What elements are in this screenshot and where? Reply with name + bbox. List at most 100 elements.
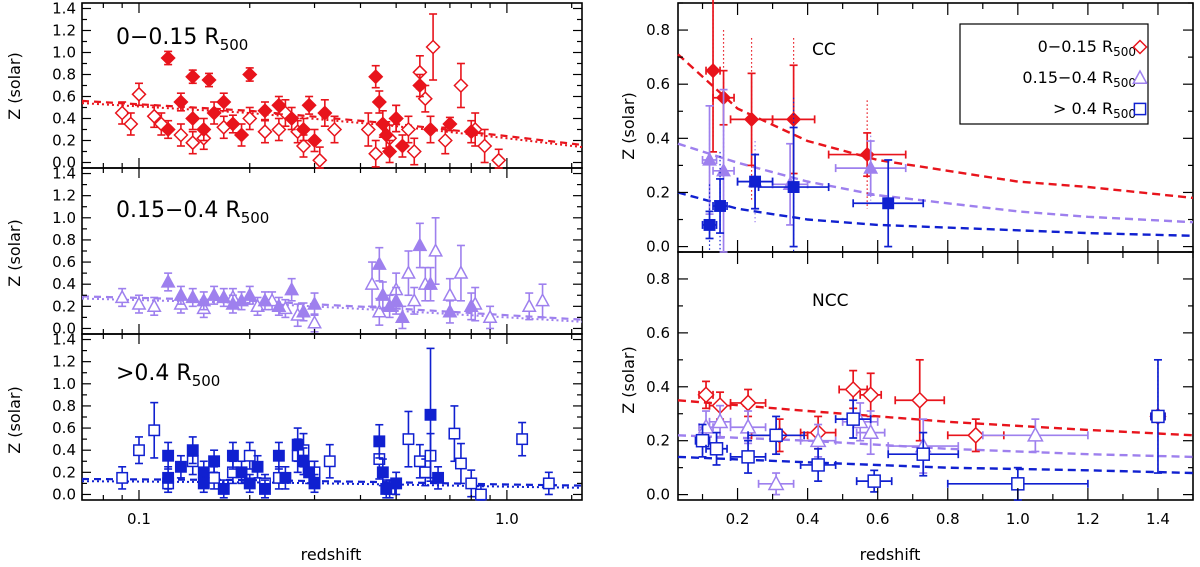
data-point-filled (271, 298, 287, 312)
data-point-open (809, 431, 827, 448)
data-point-open (769, 428, 783, 443)
data-point-filled (284, 281, 300, 296)
data-point-filled (375, 116, 391, 132)
data-point-filled (226, 449, 239, 462)
data-point-filled (185, 69, 201, 85)
data-point-filled (394, 138, 410, 154)
trend-line-dotted (81, 102, 583, 149)
data-point-filled (463, 298, 479, 312)
data-point-open (453, 77, 469, 94)
y-tick-label: 1.2 (52, 353, 76, 371)
data-point-filled (242, 66, 258, 83)
data-point-open (491, 152, 507, 168)
data-point-open (368, 146, 384, 162)
panel-label-ncc: NCC (812, 291, 848, 311)
x-tick-label: 0.6 (866, 510, 890, 528)
data-point-filled (378, 127, 394, 143)
data-point-filled (371, 256, 387, 270)
data-point-filled (243, 477, 256, 490)
data-point-filled (882, 197, 895, 210)
data-point-open (425, 39, 441, 55)
data-point-open (448, 427, 461, 440)
data-point-filled (279, 471, 292, 484)
data-point-filled (442, 116, 458, 132)
data-point-open (131, 86, 147, 102)
data-point-filled (216, 94, 232, 110)
data-point-filled (296, 303, 311, 318)
legend-box (959, 23, 1149, 125)
left-y-axis-label-bottom: Z (solar) (5, 386, 24, 453)
data-point-open (133, 444, 145, 457)
legend-entry-mid: 0.15−0.4 R500 (1022, 68, 1136, 90)
y-tick-label: 0.8 (52, 397, 76, 415)
data-point-open (454, 457, 467, 470)
data-point-open (741, 450, 755, 464)
data-point-open (916, 447, 930, 461)
data-point-open (437, 132, 453, 149)
data-point-filled (423, 276, 438, 290)
data-point-open (967, 426, 985, 444)
legend-entry-inner: 0−0.15 R500 (1038, 37, 1136, 59)
y-tick-label: 0.0 (52, 154, 76, 172)
data-point-filled (388, 292, 404, 307)
data-point-open (295, 138, 312, 154)
y-tick-label: 0.0 (52, 485, 76, 503)
right-y-axis-label-bottom: Z (solar) (619, 346, 638, 413)
trend-line-2 (677, 455, 1194, 475)
right-panel-2-frame (677, 251, 1194, 501)
y-tick-label: 0.6 (646, 324, 670, 342)
left-x-axis-label: redshift (301, 545, 362, 564)
data-point-open (482, 309, 498, 324)
data-point-open (114, 289, 130, 304)
data-point-filled (242, 287, 258, 301)
data-point-filled (162, 449, 175, 462)
data-point-filled (424, 408, 437, 421)
y-tick-label: 0.8 (646, 21, 670, 39)
data-point-filled (432, 471, 445, 484)
y-tick-label: 0.6 (52, 88, 76, 106)
data-point-filled (291, 438, 304, 451)
y-tick-label: 0.8 (52, 66, 76, 84)
data-point-filled (257, 103, 273, 119)
data-point-open (360, 121, 376, 138)
legend-markers (1132, 39, 1148, 116)
data-point-filled (376, 466, 389, 479)
data-point-open (1151, 409, 1165, 424)
data-point-filled (380, 482, 393, 495)
data-point-open (739, 394, 757, 412)
legend: 0−0.15 R500 0.15−0.4 R500 > 0.4 R500 (959, 23, 1149, 125)
data-point-filled (173, 94, 189, 110)
data-point-filled (787, 181, 800, 193)
data-point-open (542, 477, 555, 490)
left-panel-3-marks (81, 347, 583, 501)
data-point-filled (160, 50, 176, 66)
x-tick-label: 0.2 (726, 510, 750, 528)
y-tick-label: 0.4 (646, 378, 670, 396)
trend-line-2 (677, 191, 1194, 237)
data-point-filled (382, 143, 398, 160)
y-tick-label: 0.0 (646, 238, 670, 256)
y-tick-label: 0.4 (52, 275, 76, 293)
data-point-filled (174, 460, 187, 473)
y-tick-label: 0.2 (52, 132, 76, 150)
left-y-axis-label-middle: Z (solar) (5, 219, 24, 286)
x-tick-label: 1.0 (1006, 510, 1030, 528)
data-point-open (326, 121, 343, 138)
plot-marks (81, 0, 1194, 501)
data-point-filled (394, 309, 410, 324)
x-tick-label: 0.1 (127, 510, 151, 528)
y-tick-label: 0.0 (52, 319, 76, 337)
data-point-filled (257, 292, 273, 307)
data-point-open (709, 442, 724, 456)
y-tick-label: 1.4 (52, 331, 76, 349)
data-point-filled (225, 116, 241, 132)
data-point-filled (412, 237, 428, 252)
y-tick-label: 1.2 (52, 187, 76, 205)
data-point-filled (217, 482, 230, 495)
data-point-filled (271, 97, 287, 113)
trend-line-0 (677, 53, 1194, 200)
panel-label-outer: >0.4 R500 (116, 361, 220, 390)
x-tick-label: 1.0 (495, 510, 519, 528)
data-point-open (417, 91, 433, 107)
